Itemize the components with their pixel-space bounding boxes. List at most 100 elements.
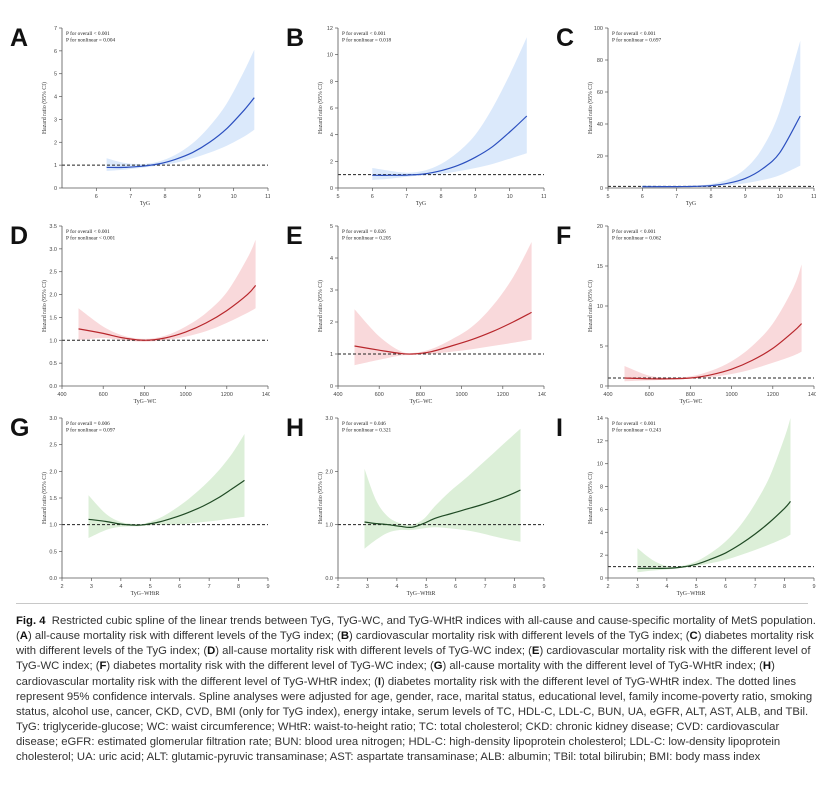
y-tick-label: 8 xyxy=(330,79,333,85)
caption-text: ) diabetes mortality risk with the diffe… xyxy=(106,660,434,673)
y-tick-label: 3.5 xyxy=(49,224,57,230)
y-tick-label: 1.0 xyxy=(325,523,333,529)
x-tick-label: 11 xyxy=(541,194,546,200)
hazard-ratio-curve xyxy=(354,311,532,355)
y-tick-label: 15 xyxy=(597,264,603,270)
chart-panel-i: I 0 2 4 6 8 10 12 14 2 3 4 5 6 7 8 9 TyG−WHtR Hazard rati… xyxy=(546,412,816,608)
y-tick-label: 10 xyxy=(597,462,603,468)
x-tick-label: 7 xyxy=(754,584,757,590)
y-axis-label: Hazard ratio (95% CI) xyxy=(317,280,324,332)
panel-letter: A xyxy=(10,24,29,52)
y-tick-label: 6 xyxy=(600,507,603,513)
chart-svg: 0.0 0.5 1.0 1.5 2.0 2.5 3.0 3.5 400 600 800 1000 120… xyxy=(41,224,270,405)
y-tick-label: 7 xyxy=(54,26,57,32)
x-tick-label: 6 xyxy=(641,194,644,200)
x-axis-label: TyG−WC xyxy=(680,399,703,405)
x-tick-label: 7 xyxy=(405,194,408,200)
y-axis-label: Hazard ratio (95% CI) xyxy=(317,472,324,524)
hazard-ratio-curve xyxy=(642,115,801,188)
x-tick-label: 8 xyxy=(783,584,786,590)
y-tick-label: 0 xyxy=(600,186,603,192)
x-tick-label: 3 xyxy=(366,584,369,590)
x-tick-label: 6 xyxy=(95,194,98,200)
x-tick-label: 9 xyxy=(474,194,477,200)
chart-svg: 0 1 2 3 4 5 6 7 6 7 8 9 10 11 TyG Hazard ratio (95% CI)… xyxy=(41,26,270,207)
y-tick-label: 0.0 xyxy=(49,384,57,390)
x-tick-label: 4 xyxy=(665,584,668,590)
p-overall-label: P for overall < 0.001 xyxy=(66,30,110,37)
panel-letter: G xyxy=(10,414,30,442)
x-axis-label: TyG−WC xyxy=(134,399,157,405)
x-tick-label: 6 xyxy=(454,584,457,590)
x-tick-label: 1000 xyxy=(725,392,737,398)
y-tick-label: 3.0 xyxy=(325,416,333,422)
p-nonlinear-label: P for nonlinear = 0.321 xyxy=(342,427,391,434)
y-tick-label: 10 xyxy=(327,53,333,59)
x-axis-label: TyG−WHtR xyxy=(677,591,706,597)
x-tick-label: 5 xyxy=(425,584,428,590)
y-tick-label: 1.5 xyxy=(49,496,57,502)
x-tick-label: 6 xyxy=(371,194,374,200)
y-tick-label: 40 xyxy=(597,122,603,128)
y-tick-label: 1 xyxy=(330,352,333,358)
y-tick-label: 4 xyxy=(330,256,333,262)
caption-panel-ref: G xyxy=(433,660,443,673)
x-tick-label: 11 xyxy=(265,194,270,200)
x-tick-label: 600 xyxy=(99,392,108,398)
y-tick-label: 2 xyxy=(54,140,57,146)
y-tick-label: 6 xyxy=(54,49,57,55)
x-axis-label: TyG xyxy=(140,201,150,207)
caption-text: Restricted cubic spline of the linear tr… xyxy=(16,615,816,643)
confidence-band xyxy=(364,428,521,549)
caption-body: Restricted cubic spline of the linear tr… xyxy=(16,615,816,763)
y-tick-label: 12 xyxy=(327,26,333,32)
x-tick-label: 3 xyxy=(636,584,639,590)
hazard-ratio-curve xyxy=(88,479,245,526)
x-tick-label: 800 xyxy=(416,392,425,398)
y-tick-label: 5 xyxy=(600,344,603,350)
caption-text: ) diabetes mortality risk with the diffe… xyxy=(16,675,813,764)
x-tick-label: 10 xyxy=(507,194,513,200)
x-tick-label: 600 xyxy=(645,392,654,398)
y-tick-label: 0.5 xyxy=(49,549,57,555)
confidence-band xyxy=(642,40,801,188)
hazard-ratio-curve xyxy=(106,97,255,169)
y-tick-label: 3.0 xyxy=(49,247,57,253)
p-overall-label: P for overall < 0.001 xyxy=(612,420,656,427)
y-tick-label: 2.5 xyxy=(49,270,57,276)
figure-caption: Fig. 4 Restricted cubic spline of the li… xyxy=(16,614,816,766)
y-tick-label: 1.0 xyxy=(49,523,57,529)
p-overall-label: P for overall < 0.001 xyxy=(342,30,386,37)
y-tick-label: 0.0 xyxy=(325,576,333,582)
x-tick-label: 10 xyxy=(777,194,783,200)
x-tick-label: 6 xyxy=(178,584,181,590)
y-tick-label: 0 xyxy=(330,384,333,390)
hazard-ratio-curve xyxy=(78,285,257,341)
x-tick-label: 8 xyxy=(709,194,712,200)
p-overall-label: P for overall = 0.026 xyxy=(342,228,386,235)
confidence-band xyxy=(637,418,791,573)
p-nonlinear-label: P for nonlinear = 0.018 xyxy=(342,37,391,44)
x-tick-label: 9 xyxy=(198,194,201,200)
caption-text: ) all-cause mortality with the different… xyxy=(442,660,763,673)
x-tick-label: 1200 xyxy=(497,392,509,398)
y-tick-label: 8 xyxy=(600,485,603,491)
chart-svg: 0 20 40 60 80 100 5 6 7 8 9 10 11 TyG Hazard ratio (95… xyxy=(587,26,816,207)
chart-panel-g: G 0.0 0.5 1.0 1.5 2.0 2.5 3.0 2 3 4 5 6 7 8 9 TyG−WHtR H… xyxy=(0,412,270,608)
chart-panel-e: E 0 1 2 3 4 5 400 600 800 1000 1200 1400 TyG−WC Hazar… xyxy=(276,220,546,416)
y-tick-label: 3 xyxy=(330,288,333,294)
x-axis-label: TyG−WC xyxy=(410,399,433,405)
caption-text: ) all-cause mortality risk with differen… xyxy=(27,630,341,643)
x-axis-label: TyG−WHtR xyxy=(407,591,436,597)
x-tick-label: 1400 xyxy=(808,392,816,398)
confidence-band xyxy=(78,239,256,342)
hazard-ratio-curve xyxy=(624,323,803,380)
p-overall-label: P for overall < 0.001 xyxy=(66,228,110,235)
y-tick-label: 2.5 xyxy=(49,443,57,449)
caption-panel-ref: C xyxy=(689,630,698,643)
chart-panel-a: A 0 1 2 3 4 5 6 7 6 7 8 9 10 11 TyG Hazard ratio (95% C… xyxy=(0,22,270,218)
y-tick-label: 0 xyxy=(600,576,603,582)
x-tick-label: 9 xyxy=(744,194,747,200)
x-tick-label: 9 xyxy=(266,584,269,590)
hazard-ratio-curve xyxy=(372,115,528,176)
